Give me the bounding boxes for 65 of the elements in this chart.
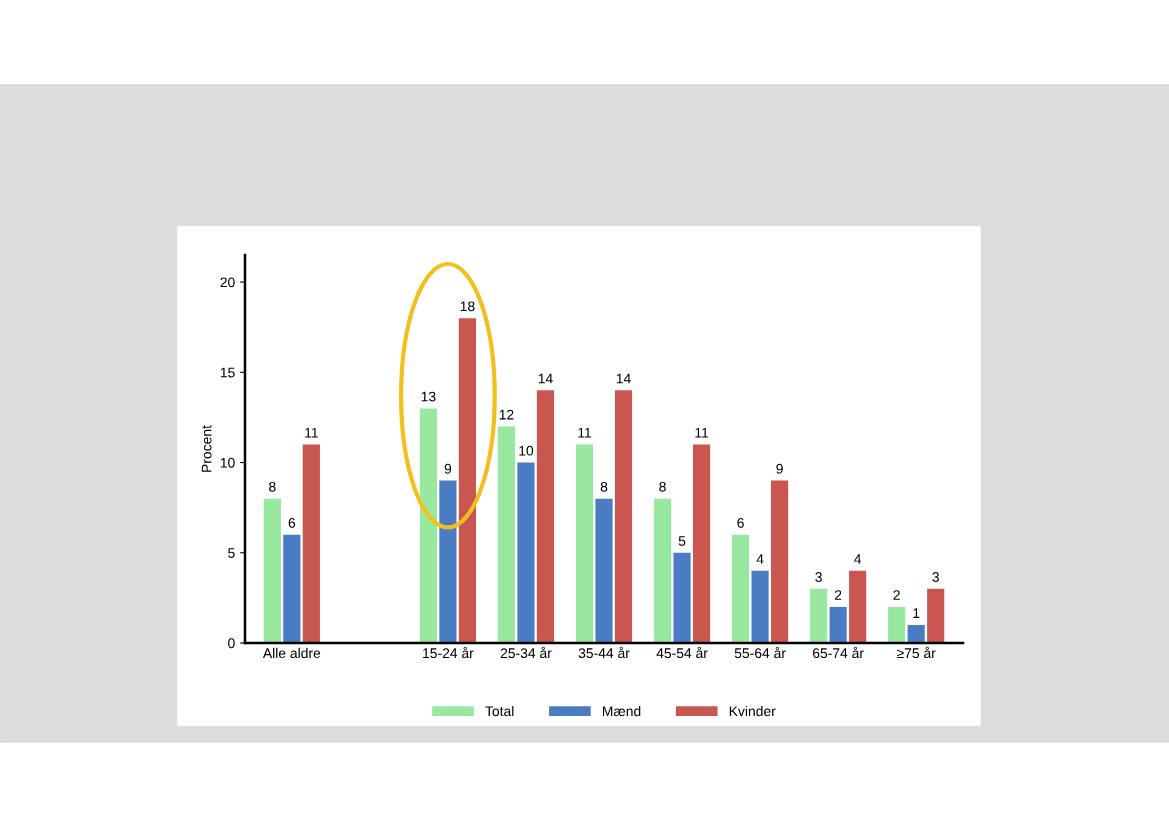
data-label: 1 bbox=[913, 608, 920, 618]
legend-label: Kvinder bbox=[729, 705, 776, 717]
data-label: 5 bbox=[678, 536, 686, 546]
x-tick-label: Alle aldre bbox=[262, 647, 321, 659]
bar bbox=[263, 498, 281, 643]
bar bbox=[731, 534, 750, 643]
x-tick-label: 15-24 år bbox=[423, 646, 474, 659]
bar bbox=[907, 624, 925, 643]
bar bbox=[458, 318, 477, 643]
bar bbox=[888, 606, 906, 643]
bar bbox=[771, 480, 789, 643]
bar bbox=[927, 588, 945, 643]
x-tick-label: 55-64 år bbox=[734, 646, 786, 659]
data-label: 3 bbox=[815, 572, 822, 582]
legend-label: Mænd bbox=[602, 705, 641, 717]
data-label: 14 bbox=[616, 373, 631, 384]
data-label: 11 bbox=[578, 427, 592, 438]
data-label: 4 bbox=[854, 554, 862, 564]
bar bbox=[536, 390, 555, 643]
data-label: 3 bbox=[932, 572, 939, 582]
bar bbox=[575, 444, 594, 643]
bar bbox=[595, 498, 613, 643]
data-label: 10 bbox=[519, 445, 534, 456]
y-tick-label: 10 bbox=[220, 457, 235, 468]
bar bbox=[439, 480, 457, 643]
data-label: 12 bbox=[499, 409, 514, 420]
bar bbox=[419, 408, 437, 643]
bar bbox=[673, 552, 691, 643]
bar bbox=[517, 462, 535, 643]
bar bbox=[302, 444, 320, 643]
bar bbox=[692, 444, 711, 643]
bar bbox=[653, 498, 672, 643]
data-label: 9 bbox=[444, 463, 452, 474]
data-label: 6 bbox=[288, 517, 296, 528]
bar bbox=[849, 570, 867, 643]
x-tick-label: 45-54 år bbox=[656, 646, 708, 659]
bar bbox=[497, 426, 516, 643]
data-label: 8 bbox=[659, 481, 666, 492]
y-tick-label: 15 bbox=[220, 367, 235, 378]
data-label: 4 bbox=[756, 554, 764, 564]
x-tick-label: ≥75 år bbox=[896, 646, 936, 659]
bar bbox=[829, 606, 847, 643]
data-label: 2 bbox=[893, 590, 900, 600]
data-label: 2 bbox=[834, 590, 842, 600]
data-label: 6 bbox=[737, 517, 744, 528]
bar bbox=[614, 390, 633, 643]
data-label: 14 bbox=[538, 373, 553, 384]
y-axis-title: Procent bbox=[201, 425, 212, 472]
x-tick-label: 25-34 år bbox=[500, 646, 552, 659]
data-label: 18 bbox=[460, 301, 475, 312]
legend-label: Total bbox=[485, 705, 514, 717]
data-label: 13 bbox=[421, 391, 436, 402]
bar bbox=[810, 588, 828, 643]
x-tick-label: 65-74 år bbox=[812, 646, 864, 659]
y-tick-label: 0 bbox=[228, 638, 235, 649]
x-tick-label: 35-44 år bbox=[578, 646, 630, 659]
bar bbox=[283, 534, 301, 643]
data-label: 8 bbox=[600, 481, 608, 492]
bar bbox=[751, 570, 769, 643]
data-label: 11 bbox=[695, 427, 709, 438]
data-label: 8 bbox=[269, 481, 276, 492]
data-label: 9 bbox=[776, 463, 783, 474]
y-tick-label: 5 bbox=[228, 548, 235, 558]
data-label: 11 bbox=[305, 427, 318, 438]
y-tick-label: 20 bbox=[220, 277, 235, 288]
